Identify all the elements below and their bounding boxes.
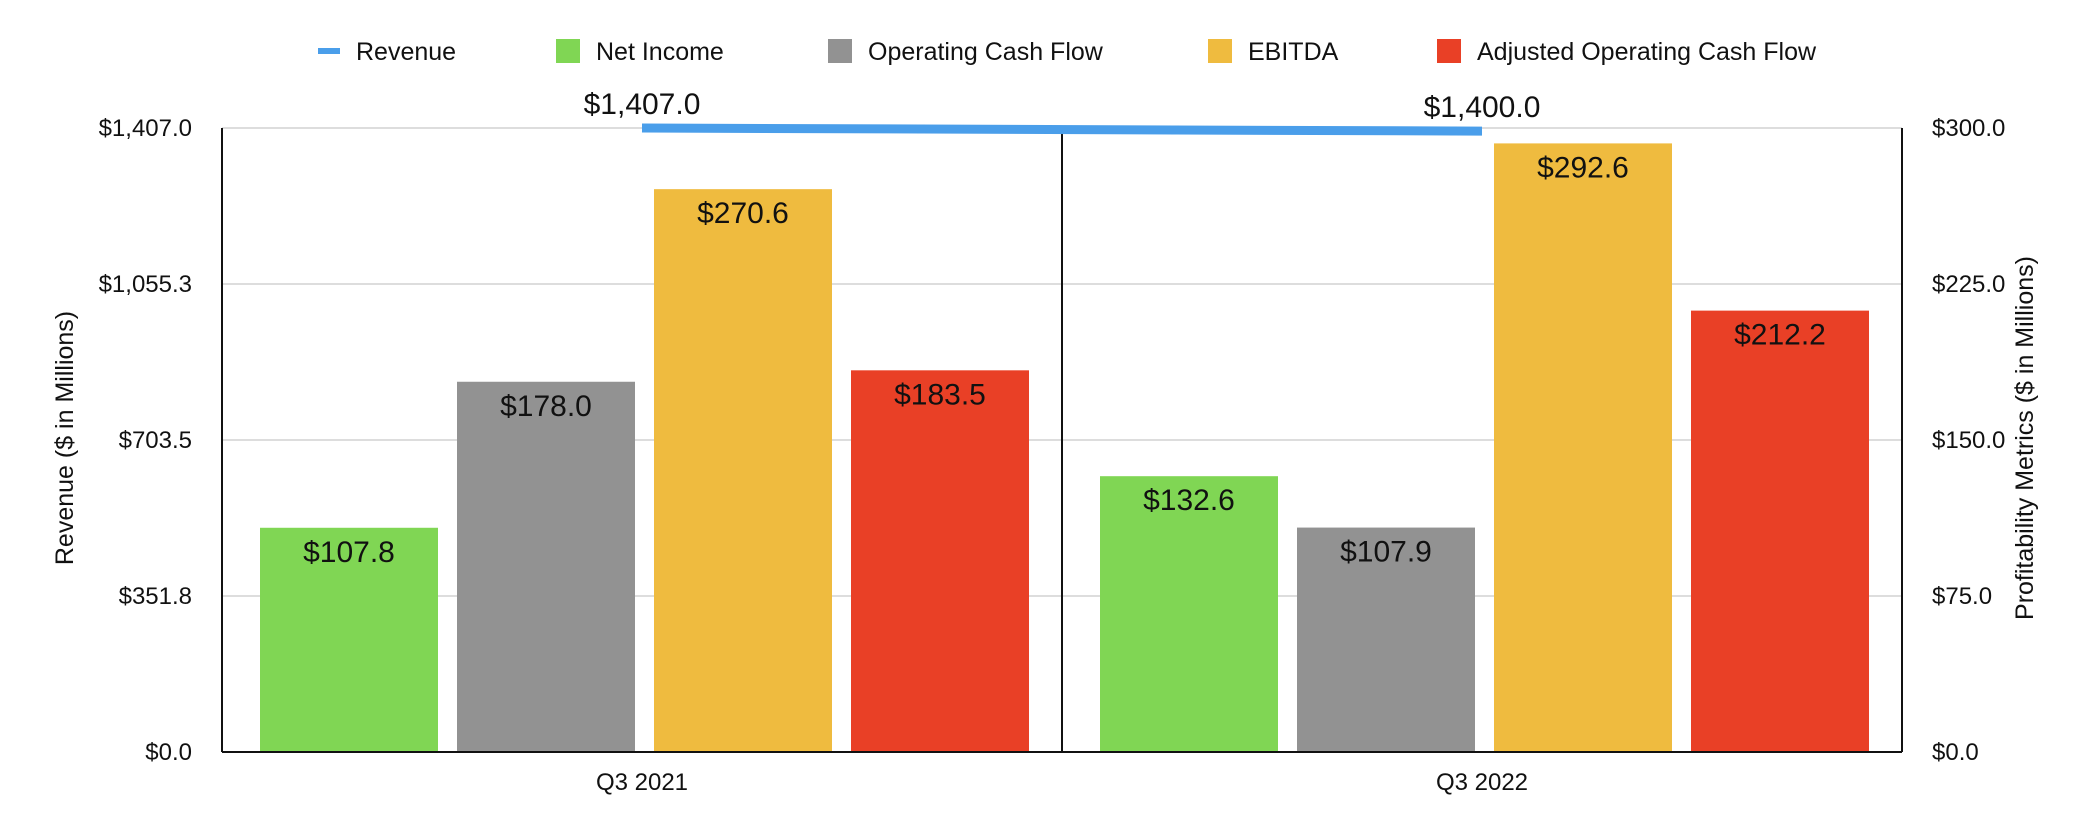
bars [260,143,1869,753]
legend-swatch-net-income [556,39,580,63]
bar-ebitda-q3-2022 [1494,143,1672,753]
revenue-line [641,123,1483,136]
left-tick-label: $1,407.0 [99,115,192,142]
legend-swatch-revenue [318,48,340,54]
left-axis-ticks: $0.0 $351.8 $703.5 $1,055.3 $1,407.0 [99,115,192,766]
left-tick-label: $703.5 [119,427,192,454]
left-tick-label: $0.0 [145,739,192,766]
data-label-operating-cash-flow-q3-2022: $107.9 [1340,536,1432,569]
legend-swatch-operating-cash-flow [828,39,852,63]
data-label-adjusted-operating-cash-flow-q3-2022: $212.2 [1734,319,1826,352]
data-label-ebitda-q3-2022: $292.6 [1537,151,1629,184]
data-label-net-income-q3-2021: $107.8 [303,536,395,569]
right-tick-label: $0.0 [1932,739,1979,766]
right-axis-ticks: $0.0 $75.0 $150.0 $225.0 $300.0 [1932,115,2005,766]
bar-ebitda-q3-2021 [654,189,832,753]
legend-swatch-adjusted-operating-cash-flow [1437,39,1461,63]
data-label-revenue-q3-2022: $1,400.0 [1424,91,1541,124]
bar-operating-cash-flow-q3-2022 [1297,527,1475,752]
data-label-adjusted-operating-cash-flow-q3-2021: $183.5 [894,378,986,411]
right-tick-label: $75.0 [1932,583,1992,610]
legend: Revenue Net Income Operating Cash Flow EBIT… [318,38,1817,66]
data-labels: $107.8 $178.0 $270.6 $183.5 $132.6 $107.9 $292… [303,88,1826,569]
left-axis-title: Revenue ($ in Millions) [51,311,79,565]
revenue-line-path [641,123,1483,136]
legend-label-ebitda: EBITDA [1248,38,1339,66]
right-tick-label: $150.0 [1932,427,2005,454]
category-label-q3-2021: Q3 2021 [596,769,688,796]
bar-adjusted-operating-cash-flow-q3-2022 [1691,310,1869,752]
legend-label-net-income: Net Income [596,38,724,66]
bar-net-income-q3-2021 [260,527,438,752]
right-tick-label: $300.0 [1932,115,2005,142]
bar-adjusted-operating-cash-flow-q3-2021 [851,370,1029,752]
right-tick-label: $225.0 [1932,271,2005,298]
legend-label-operating-cash-flow: Operating Cash Flow [868,38,1104,66]
data-label-operating-cash-flow-q3-2021: $178.0 [500,390,592,423]
category-labels: Q3 2021 Q3 2022 [596,769,1528,796]
legend-label-revenue: Revenue [356,38,456,66]
data-label-ebitda-q3-2021: $270.6 [697,197,789,230]
category-label-q3-2022: Q3 2022 [1436,769,1528,796]
bar-operating-cash-flow-q3-2021 [457,381,635,752]
data-label-net-income-q3-2022: $132.6 [1143,484,1235,517]
data-label-revenue-q3-2021: $1,407.0 [584,88,701,121]
legend-label-adjusted-operating-cash-flow: Adjusted Operating Cash Flow [1477,38,1817,66]
axes [221,128,1903,753]
right-axis-title: Profitability Metrics ($ in Millions) [2011,256,2039,620]
left-tick-label: $351.8 [119,583,192,610]
legend-swatch-ebitda [1208,39,1232,63]
left-tick-label: $1,055.3 [99,271,192,298]
bar-net-income-q3-2022 [1100,476,1278,752]
